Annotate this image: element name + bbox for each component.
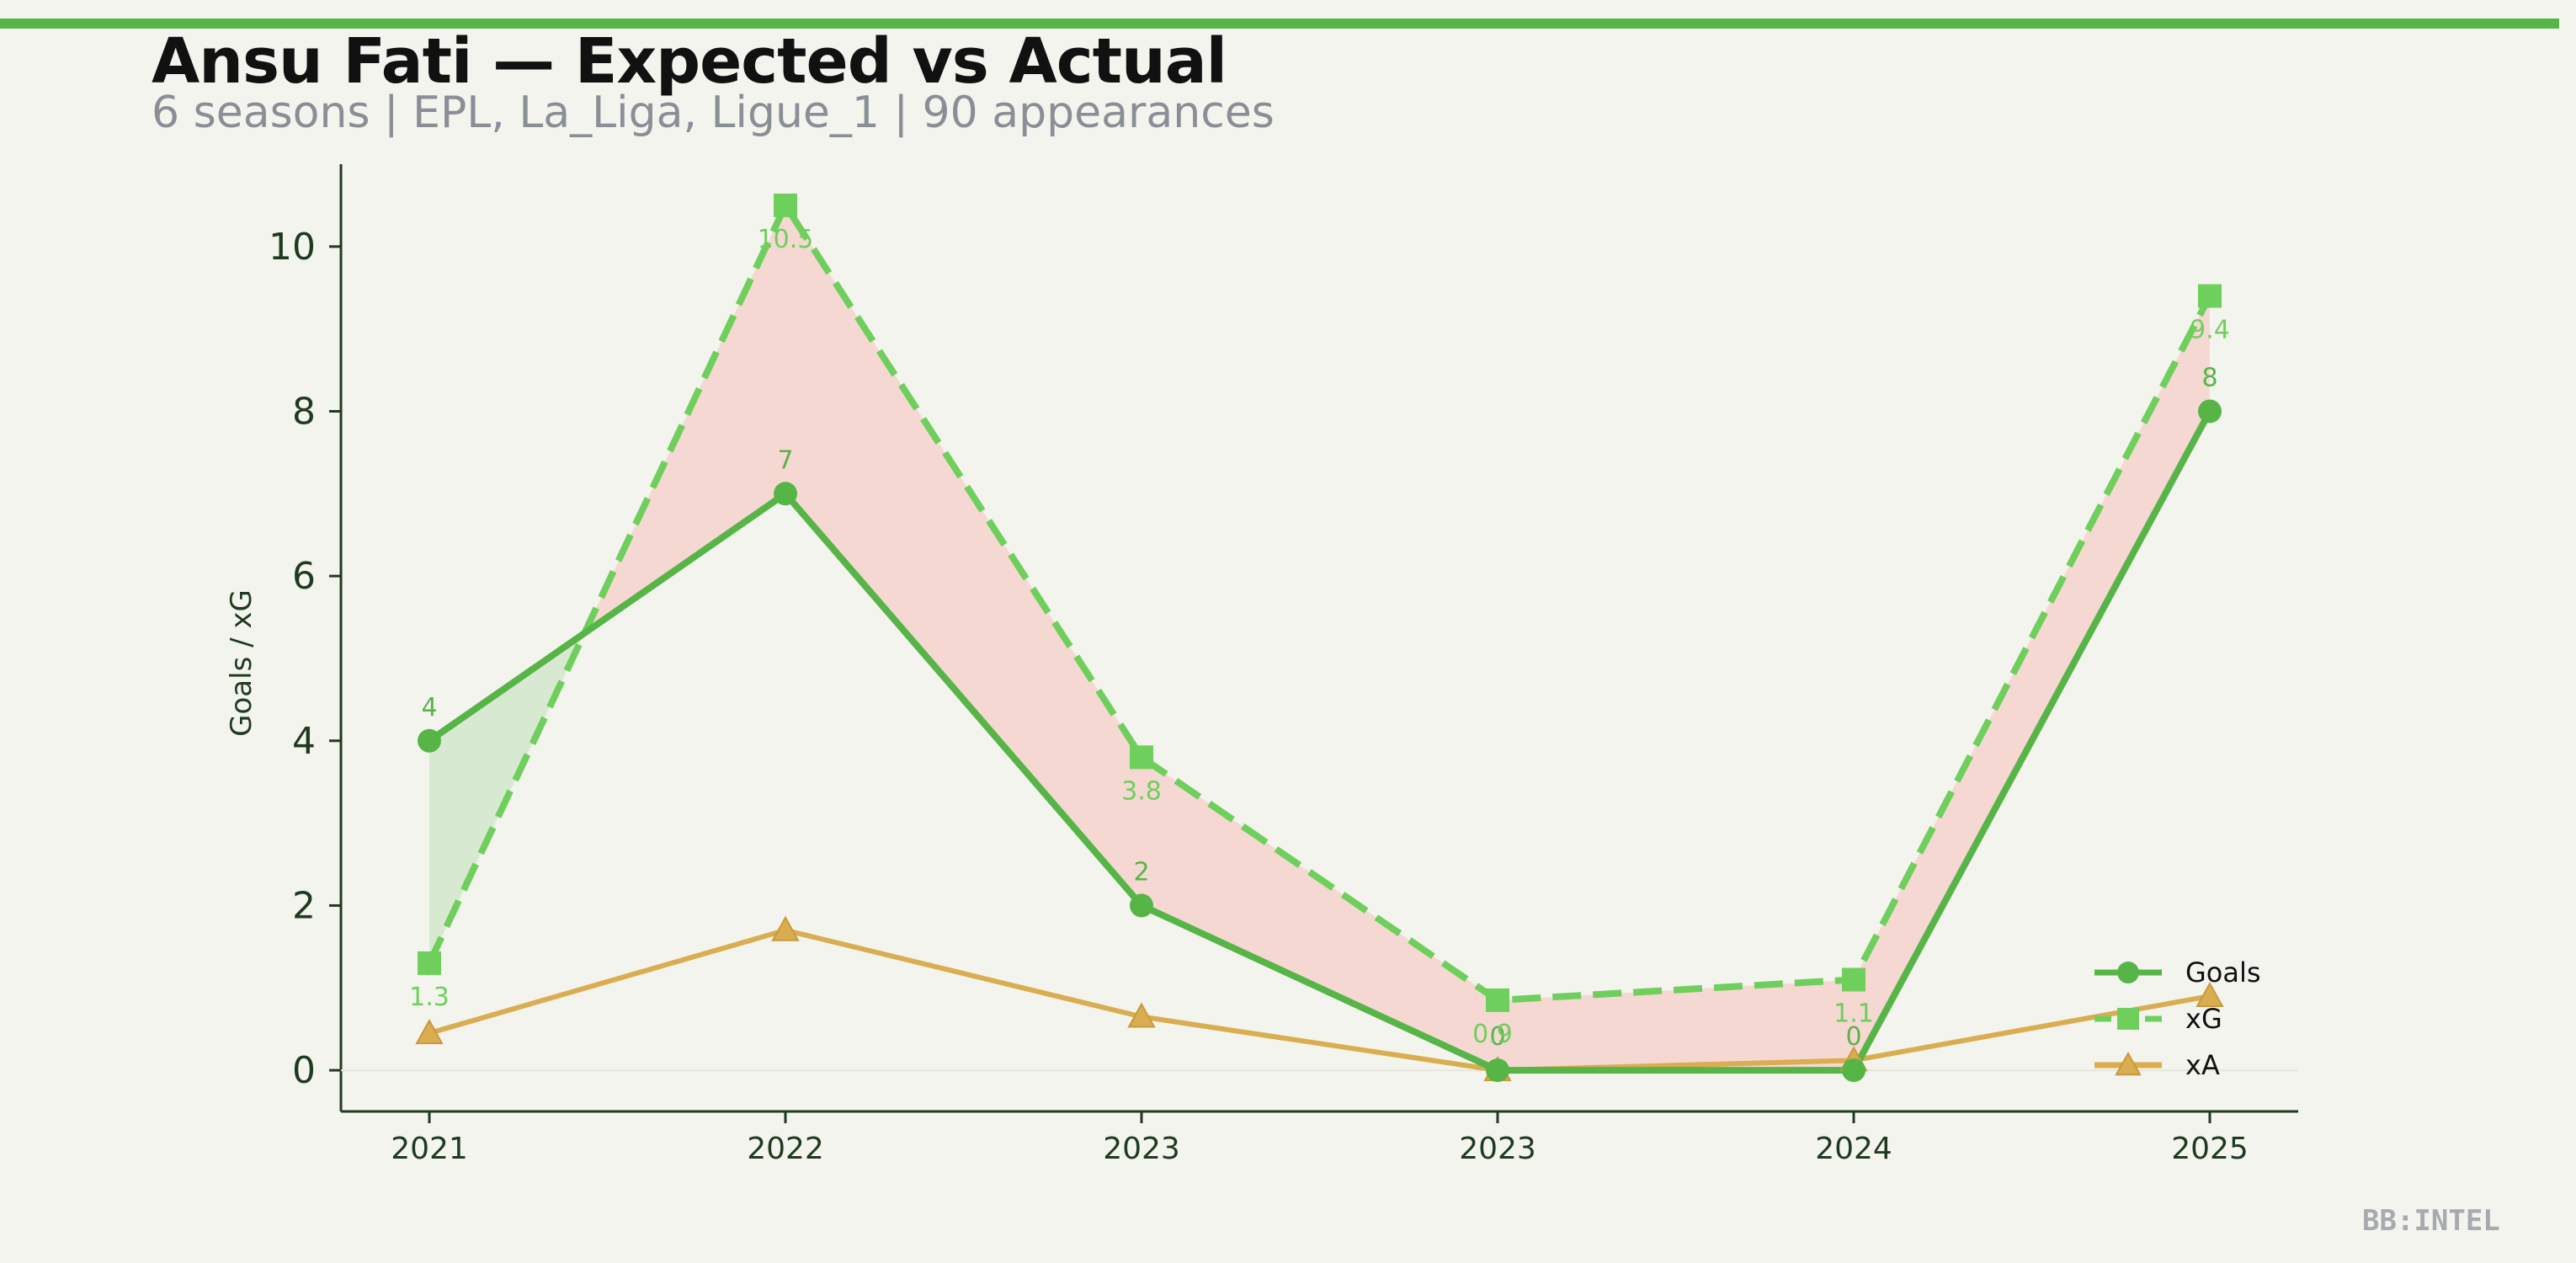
- underperformance-fill: [584, 205, 785, 633]
- x-tick-label: 2022: [747, 1132, 824, 1166]
- xg-marker: [1486, 988, 1509, 1012]
- xg-line: [426, 201, 2213, 1004]
- legend-goals-marker: [2117, 962, 2139, 983]
- x-tick-label: 2023: [1459, 1132, 1536, 1166]
- legend-label: xG: [2185, 1003, 2222, 1035]
- legend: Goals xG xA: [2094, 957, 2261, 1081]
- goals-data-label: 7: [777, 445, 793, 475]
- underperformance-fill: [785, 205, 1142, 906]
- goals-data-label: 2: [1133, 857, 1149, 887]
- x-tick-label: 2024: [1815, 1132, 1892, 1166]
- watermark: BB:INTEL: [2362, 1204, 2500, 1238]
- y-tick-label: 8: [292, 390, 316, 433]
- goals-marker: [1130, 893, 1153, 918]
- legend-xg-marker: [2117, 1008, 2139, 1030]
- y-tick-label: 6: [292, 555, 316, 598]
- underperformance-fill: [1498, 979, 1854, 1071]
- chart-title: Ansu Fati — Expected vs Actual: [152, 25, 1227, 98]
- goals-data-label: 0: [1489, 1022, 1505, 1052]
- legend-label: Goals: [2185, 957, 2261, 989]
- accent-bar: [0, 19, 2559, 29]
- legend-xa-marker: [2115, 1051, 2142, 1076]
- goals-data-label: 4: [421, 693, 437, 722]
- xg-data-label: 9.4: [2190, 316, 2230, 345]
- y-tick-label: 10: [269, 226, 316, 269]
- series-markers: [415, 193, 2224, 1083]
- y-tick-label: 2: [292, 884, 316, 927]
- xa-marker: [415, 1019, 444, 1045]
- goals-marker: [1486, 1058, 1509, 1083]
- xg-marker: [774, 193, 797, 217]
- x-tick-label: 2021: [391, 1132, 468, 1166]
- xg-data-label: 0.9: [1472, 1020, 1513, 1049]
- legend-label: xA: [2185, 1049, 2220, 1081]
- y-tick-label: 0: [292, 1049, 316, 1092]
- goals-marker: [1842, 1058, 1865, 1083]
- chart-subtitle: 6 seasons | EPL, La_Liga, Ligue_1 | 90 a…: [152, 88, 1275, 138]
- x-tick-label: 2023: [1103, 1132, 1180, 1166]
- series-lines: [426, 201, 2213, 1074]
- xa-marker: [771, 915, 800, 941]
- underperformance-fill: [1142, 757, 1498, 1071]
- xa-marker: [1127, 1002, 1156, 1028]
- goals-data-label: 8: [2201, 363, 2217, 392]
- goals-data-label: 0: [1845, 1022, 1861, 1052]
- data-labels: 4 7 2 0 0 8 1.3 10.5 3.8 0.9 1.1 9.4: [409, 225, 2230, 1052]
- xa-marker: [2195, 981, 2224, 1008]
- goals-marker: [418, 728, 441, 753]
- goals-marker: [2198, 399, 2222, 424]
- xa-line: [428, 927, 2211, 1074]
- xg-data-label: 10.5: [758, 225, 814, 254]
- xg-data-label: 3.8: [1121, 776, 1162, 806]
- underperformance-fill: [1854, 296, 2210, 1071]
- y-tick-label: 4: [292, 720, 316, 763]
- xg-data-label: 1.3: [409, 983, 450, 1012]
- y-axis-label: Goals / xG: [225, 589, 258, 737]
- fill-areas: [429, 205, 2210, 1071]
- xg-data-label: 1.1: [1834, 999, 1874, 1028]
- xg-marker: [1130, 745, 1153, 770]
- x-tick-label: 2025: [2171, 1132, 2249, 1166]
- axes: 0 2 4 6 8 10 2021 2022 2023 2023 2024 2025 Goals / x…: [225, 164, 2298, 1166]
- xg-marker: [1842, 967, 1865, 992]
- goals-marker: [774, 482, 797, 506]
- goals-line: [427, 409, 2213, 1074]
- xg-marker: [2198, 284, 2222, 308]
- xg-marker: [418, 951, 441, 975]
